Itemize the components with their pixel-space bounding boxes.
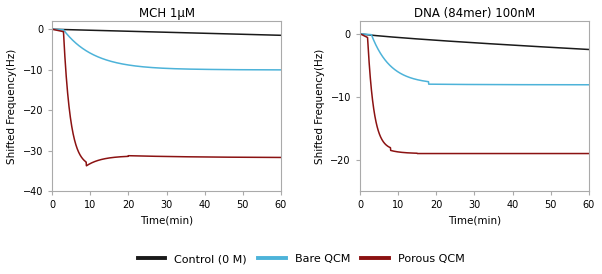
X-axis label: Time(min): Time(min) — [448, 216, 501, 226]
Title: MCH 1μM: MCH 1μM — [138, 7, 194, 20]
X-axis label: Time(min): Time(min) — [140, 216, 193, 226]
Legend: Control (0 M), Bare QCM, Porous QCM: Control (0 M), Bare QCM, Porous QCM — [133, 250, 469, 269]
Y-axis label: Shifted Frequency(Hz): Shifted Frequency(Hz) — [7, 48, 17, 164]
Title: DNA (84mer) 100nM: DNA (84mer) 100nM — [414, 7, 535, 20]
Y-axis label: Shifted Frequency(Hz): Shifted Frequency(Hz) — [315, 48, 325, 164]
